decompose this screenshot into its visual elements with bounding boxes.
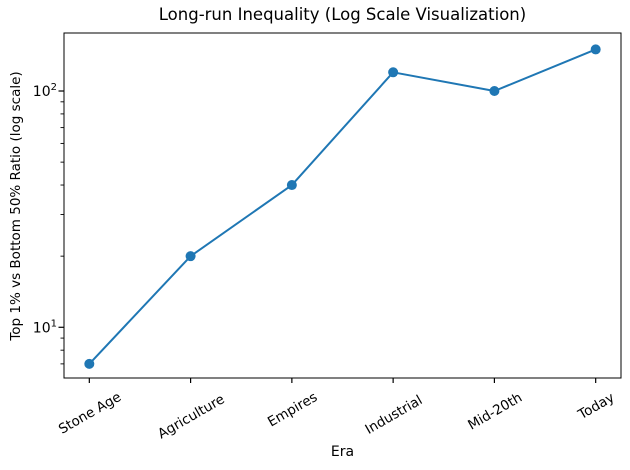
- y-tick-label: 102: [33, 82, 57, 100]
- y-tick-label: 101: [33, 318, 57, 336]
- x-tick-label: Empires: [265, 389, 320, 430]
- x-axis-label: Era: [330, 444, 355, 460]
- data-point: [286, 180, 297, 191]
- axes-frame: [63, 32, 622, 379]
- x-tick-label: Mid-20th: [465, 390, 525, 434]
- data-point: [590, 44, 601, 55]
- data-point: [489, 86, 500, 97]
- data-point: [185, 251, 196, 262]
- data-point: [84, 358, 95, 369]
- data-point: [388, 67, 399, 78]
- x-tick-label: Industrial: [362, 392, 425, 438]
- chart-title: Long-run Inequality (Log Scale Visualiza…: [158, 5, 527, 24]
- x-tick-label: Stone Age: [56, 389, 124, 438]
- x-tick-label: Agriculture: [155, 391, 227, 442]
- series-line: [88, 48, 597, 365]
- x-tick-label: Today: [575, 390, 618, 424]
